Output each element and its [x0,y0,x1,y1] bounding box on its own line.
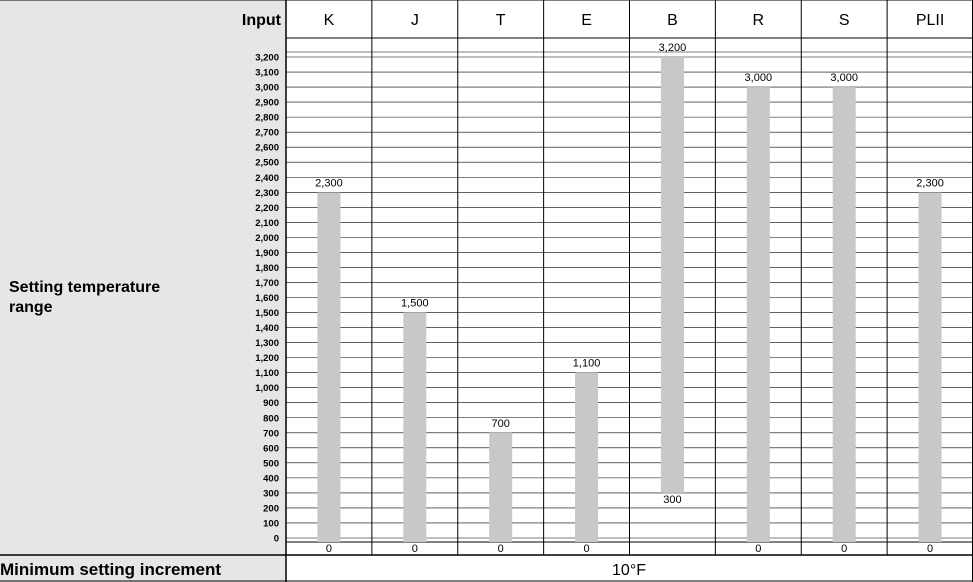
y-tick-label-22: 2,200 [255,203,279,214]
min-value-label-t: 0 [498,543,504,555]
y-tick-label-7: 700 [263,428,279,439]
category-label-r: R [753,12,765,29]
y-tick-label-13: 1,300 [255,338,279,349]
min-value-label-plii: 0 [927,543,933,555]
label-column-background [0,0,286,582]
max-value-label-t: 700 [492,418,510,430]
range-bar-b [660,57,684,493]
range-bar-t [489,432,513,542]
min-increment-label: Minimum setting increment [0,560,221,579]
min-value-label-b: 300 [663,494,681,506]
y-tick-label-31: 3,100 [255,68,279,79]
y-tick-label-10: 1,000 [255,383,279,394]
min-value-label-e: 0 [584,543,590,555]
category-label-j: J [411,12,419,29]
y-tick-label-15: 1,500 [255,308,279,319]
setting-range-label-line2: range [9,299,53,316]
y-tick-label-5: 500 [263,458,279,469]
setting-range-label-line1: Setting temperature [9,279,160,296]
y-tick-label-0: 0 [274,534,279,545]
y-tick-label-27: 2,700 [255,128,279,139]
category-label-t: T [496,12,506,29]
input-header-label: Input [242,12,282,29]
min-value-label-s: 0 [841,543,847,555]
category-label-s: S [839,12,850,29]
chart-labels: Input Setting temperature range Minimum … [0,12,944,579]
min-value-label-j: 0 [412,543,418,555]
y-tick-label-16: 1,600 [255,293,279,304]
max-value-label-r: 3,000 [745,72,773,84]
y-tick-label-30: 3,000 [255,83,279,94]
max-value-label-k: 2,300 [315,177,343,189]
max-value-label-b: 3,200 [659,42,687,54]
y-tick-label-14: 1,400 [255,323,279,334]
y-tick-label-21: 2,100 [255,218,279,229]
range-bar-r [746,87,770,542]
y-tick-label-3: 300 [263,488,279,499]
y-tick-label-32: 3,200 [255,53,279,64]
y-tick-label-28: 2,800 [255,113,279,124]
y-tick-label-18: 1,800 [255,263,279,274]
range-bar-s [832,87,856,542]
category-label-e: E [581,12,592,29]
y-tick-label-1: 100 [263,518,279,529]
y-tick-label-11: 1,100 [255,368,279,379]
range-bar-plii [918,192,942,542]
y-tick-label-26: 2,600 [255,143,279,154]
y-tick-label-29: 2,900 [255,98,279,109]
min-increment-value: 10°F [612,562,646,579]
y-tick-label-12: 1,200 [255,353,279,364]
y-tick-label-17: 1,700 [255,278,279,289]
range-bars [317,57,942,542]
max-value-label-s: 3,000 [830,72,858,84]
y-tick-label-23: 2,300 [255,188,279,199]
category-label-k: K [324,12,335,29]
max-value-label-e: 1,100 [573,358,601,370]
y-tick-label-4: 400 [263,473,279,484]
y-tick-label-19: 1,900 [255,248,279,259]
max-value-label-j: 1,500 [401,298,429,310]
category-label-plii: PLII [916,12,944,29]
max-value-label-plii: 2,300 [916,177,944,189]
y-tick-label-8: 800 [263,413,279,424]
y-tick-label-25: 2,500 [255,158,279,169]
min-value-label-k: 0 [326,543,332,555]
y-tick-label-9: 900 [263,398,279,409]
category-label-b: B [667,12,678,29]
min-value-label-r: 0 [755,543,761,555]
y-tick-label-2: 200 [263,503,279,514]
y-tick-label-6: 600 [263,443,279,454]
range-bar-k [317,192,341,542]
range-bar-j [403,312,427,542]
y-tick-label-24: 2,400 [255,173,279,184]
range-bar-e [575,372,599,542]
y-tick-label-20: 2,000 [255,233,279,244]
